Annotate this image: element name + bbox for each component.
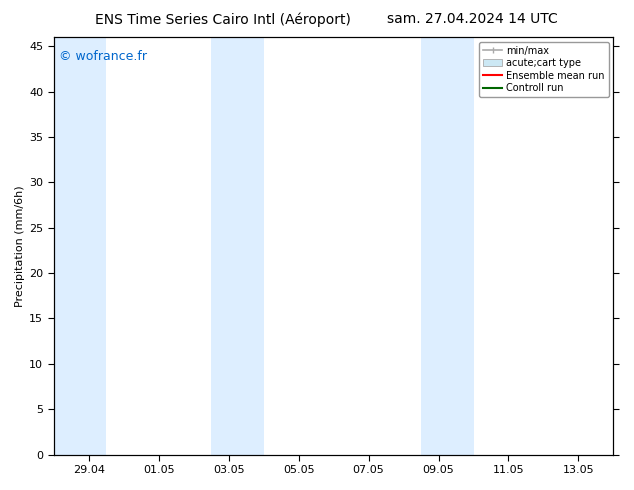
Bar xyxy=(54,37,106,455)
Text: © wofrance.fr: © wofrance.fr xyxy=(60,49,147,63)
Bar xyxy=(211,37,264,455)
Text: ENS Time Series Cairo Intl (Aéroport): ENS Time Series Cairo Intl (Aéroport) xyxy=(95,12,351,27)
Bar xyxy=(421,37,474,455)
Text: sam. 27.04.2024 14 UTC: sam. 27.04.2024 14 UTC xyxy=(387,12,558,26)
Y-axis label: Precipitation (mm/6h): Precipitation (mm/6h) xyxy=(15,185,25,307)
Legend: min/max, acute;cart type, Ensemble mean run, Controll run: min/max, acute;cart type, Ensemble mean … xyxy=(479,42,609,97)
